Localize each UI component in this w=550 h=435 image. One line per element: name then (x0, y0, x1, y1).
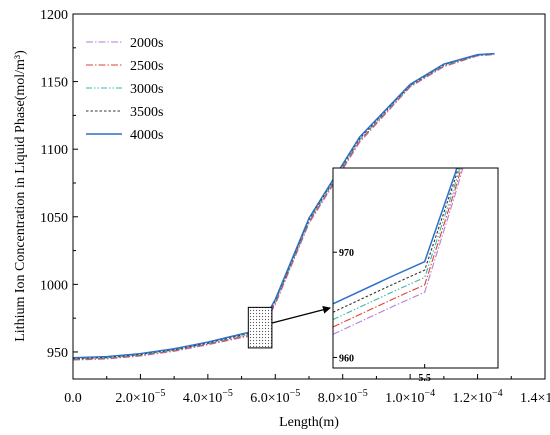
y-tick-label: 1050 (40, 211, 68, 226)
inset-y-tick-label: 970 (339, 248, 354, 259)
y-axis-label: Lithium Ion Concentration in Liquid Phas… (13, 50, 28, 342)
x-tick-label: 1.2×10−4 (453, 388, 503, 406)
x-tick-label: 2.0×10−5 (115, 388, 165, 406)
y-tick-label: 1200 (40, 8, 68, 23)
inset-line-2500s (333, 168, 462, 328)
inset-axes: 5.5 960 970 (333, 248, 431, 384)
x-tick-label: 1.4×10−4 (520, 388, 550, 406)
inset-chart: 5.5 960 970 (332, 167, 499, 384)
inset-x-tick-label: 5.5 (418, 373, 431, 384)
inset-line-2000s (333, 168, 464, 335)
y-tick-label: 950 (47, 346, 68, 361)
inset-y-tick-label: 960 (339, 353, 354, 364)
series-line-3000s (73, 53, 495, 360)
legend-label-4000s: 4000s (130, 128, 163, 143)
zoom-arrow (271, 305, 331, 324)
y-axis: 950 1000 1050 1100 1150 1200 (40, 8, 78, 361)
inset-line-4000s (333, 168, 458, 305)
inset-background (333, 168, 498, 368)
inset-frame (332, 167, 499, 369)
zoom-region-box (247, 306, 273, 349)
x-axis-label: Length(m) (279, 415, 339, 430)
x-tick-label: 6.0×10−5 (250, 388, 300, 406)
series-line-3500s (73, 53, 495, 359)
inset-line-3500s (333, 168, 459, 313)
zoom-box-group (247, 305, 331, 349)
x-tick-label: 4.0×10−5 (183, 388, 233, 406)
y-tick-label: 1000 (40, 278, 68, 293)
y-tick-label: 1100 (41, 143, 68, 158)
legend-label-2000s: 2000s (130, 36, 163, 51)
x-tick-label: 1.0×10−4 (385, 388, 435, 406)
legend: 2000s 2500s 3000s 3500s 4000s (86, 36, 163, 143)
x-tick-label: 8.0×10−5 (318, 388, 368, 406)
x-axis: 0.0 2.0×10−5 4.0×10−5 6.0×10−5 8.0×10−5 1.0×1… (64, 374, 550, 406)
y-tick-label: 1150 (41, 76, 68, 91)
legend-label-3500s: 3500s (130, 105, 163, 120)
legend-label-3000s: 3000s (130, 82, 163, 97)
inset-series-group (333, 168, 464, 335)
x-tick-label: 0.0 (64, 391, 82, 406)
legend-label-2500s: 2500s (130, 59, 163, 74)
